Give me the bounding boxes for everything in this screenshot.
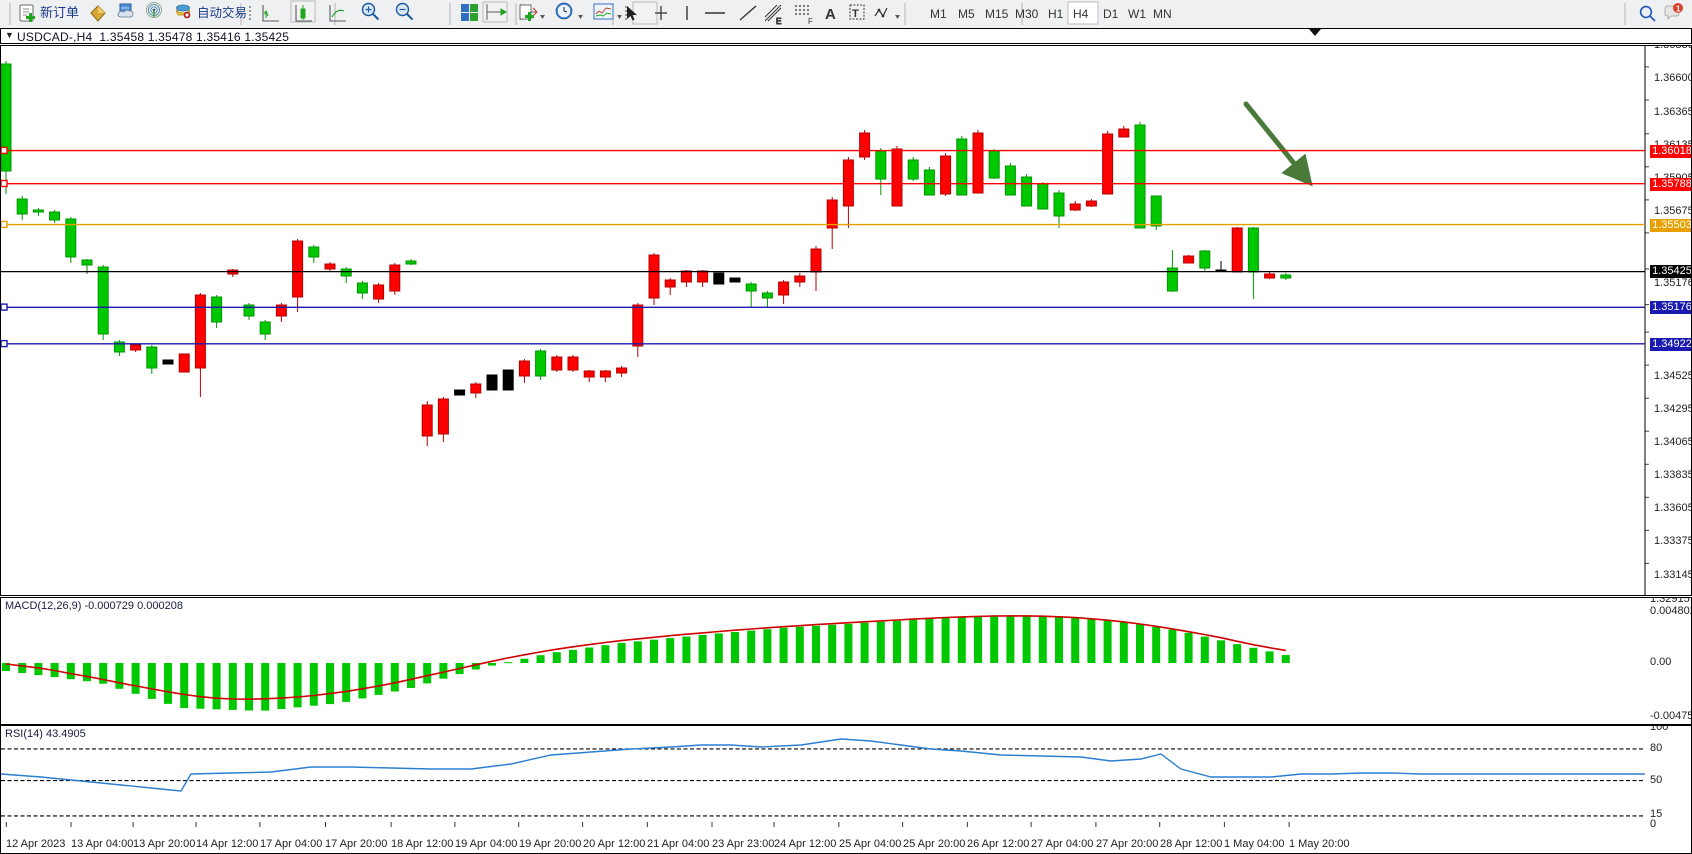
svg-text:A: A: [825, 6, 836, 23]
svg-text:T: T: [852, 8, 859, 20]
svg-text:自动交易: 自动交易: [197, 5, 247, 20]
svg-text:MN: MN: [1153, 7, 1172, 21]
svg-text:F: F: [808, 17, 813, 26]
svg-text:M5: M5: [958, 7, 975, 21]
svg-text:D1: D1: [1103, 7, 1119, 21]
svg-text:M15: M15: [985, 7, 1009, 21]
svg-text:H1: H1: [1048, 7, 1064, 21]
svg-text:W1: W1: [1128, 7, 1146, 21]
svg-text:E: E: [776, 17, 781, 26]
svg-text:1: 1: [1676, 5, 1681, 14]
svg-text:M1: M1: [930, 7, 947, 21]
svg-text:M30: M30: [1015, 7, 1039, 21]
svg-text:H4: H4: [1073, 7, 1089, 21]
svg-text:新订单: 新订单: [40, 5, 79, 20]
